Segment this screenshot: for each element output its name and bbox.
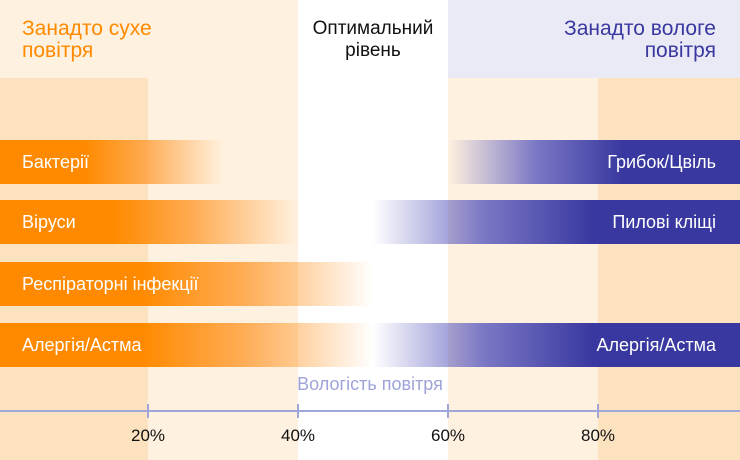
humid-bar <box>448 140 740 184</box>
dry-bar <box>0 262 373 306</box>
axis-tick-label: 20% <box>130 426 166 445</box>
humid-air-heading-line1: Занадто вологе <box>564 17 716 40</box>
dry-air-heading-line2: повітря <box>22 39 94 62</box>
axis-tick <box>147 404 149 418</box>
axis-title: Вологість повітря <box>297 374 443 394</box>
dry-bar-label: Віруси <box>22 212 76 232</box>
humid-bar-label: Пилові кліщі <box>612 212 716 232</box>
axis-tick-label: 60% <box>430 426 466 445</box>
dry-air-heading-line1: Занадто сухе <box>22 17 152 40</box>
dry-bar-label: Бактерії <box>22 152 89 172</box>
axis-line <box>0 410 740 412</box>
dry-bar <box>0 140 223 184</box>
humid-bar-label: Алергія/Астма <box>596 335 716 355</box>
optimal-heading-line2: рівень <box>345 40 401 61</box>
dry-air-heading: Занадто сухе повітря <box>22 18 152 62</box>
dry-bar-label: Алергія/Астма <box>22 335 142 355</box>
dry-bar <box>0 323 373 367</box>
optimal-heading: Оптимальний рівень <box>298 18 448 62</box>
optimal-heading-line1: Оптимальний <box>312 18 434 39</box>
axis-tick <box>597 404 599 418</box>
axis-tick-label: 80% <box>580 426 616 445</box>
humid-zone <box>448 78 598 460</box>
very-humid-zone <box>598 78 740 460</box>
dry-header-zone <box>0 0 298 78</box>
humid-header-zone <box>448 0 740 78</box>
dry-bar <box>0 200 298 244</box>
humid-bar <box>373 323 740 367</box>
axis-tick <box>297 404 299 418</box>
humid-air-heading-line2: повітря <box>644 39 716 62</box>
humid-air-heading: Занадто вологе повітря <box>564 18 716 62</box>
axis-tick-label: 40% <box>280 426 316 445</box>
dry-bar-label: Респіраторні інфекції <box>22 274 199 294</box>
humid-bar <box>373 200 740 244</box>
humid-bar-label: Грибок/Цвіль <box>607 152 716 172</box>
axis-tick <box>447 404 449 418</box>
